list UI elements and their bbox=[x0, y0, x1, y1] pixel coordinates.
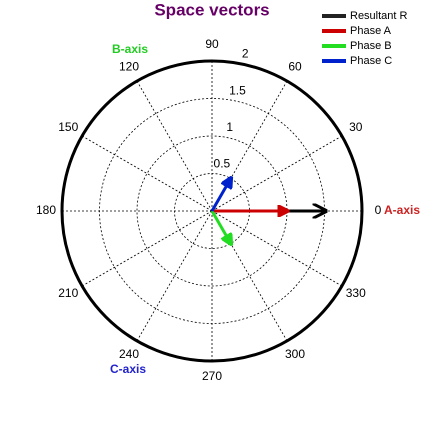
theta-tick-label: 180 bbox=[36, 203, 56, 217]
axis-annotation: C-axis bbox=[110, 362, 146, 376]
chart-title: Space vectors bbox=[154, 0, 269, 19]
theta-tick-label: 270 bbox=[202, 369, 222, 383]
legend-label: Phase A bbox=[350, 25, 392, 37]
theta-tick-label: 330 bbox=[346, 286, 366, 300]
axis-annotation: A-axis bbox=[384, 203, 420, 217]
theta-tick-label: 240 bbox=[119, 347, 139, 361]
r-tick-label: 0.5 bbox=[214, 157, 231, 171]
grid-spoke bbox=[81, 210, 213, 287]
theta-tick-label: 120 bbox=[119, 59, 139, 73]
theta-tick-label: 30 bbox=[349, 120, 363, 134]
legend-label: Phase C bbox=[350, 55, 392, 67]
r-tick-label: 2 bbox=[242, 47, 249, 61]
vector bbox=[210, 179, 231, 212]
theta-tick-label: 300 bbox=[285, 347, 305, 361]
legend-label: Phase B bbox=[350, 40, 392, 52]
grid-spoke bbox=[81, 135, 213, 212]
theta-tick-label: 0 bbox=[375, 203, 382, 217]
r-tick-label: 1 bbox=[226, 120, 233, 134]
legend-label: Resultant R bbox=[350, 10, 408, 22]
grid-spoke bbox=[211, 135, 343, 212]
grid-spoke bbox=[136, 80, 213, 212]
r-tick-label: 1.5 bbox=[229, 83, 246, 97]
theta-tick-label: 90 bbox=[205, 37, 219, 51]
theta-tick-label: 150 bbox=[58, 120, 78, 134]
axis-annotation: B-axis bbox=[112, 42, 148, 56]
grid-spoke bbox=[136, 210, 213, 342]
vector bbox=[210, 210, 231, 243]
theta-tick-label: 210 bbox=[58, 286, 78, 300]
theta-tick-label: 60 bbox=[288, 59, 302, 73]
grid-spoke bbox=[211, 210, 343, 287]
